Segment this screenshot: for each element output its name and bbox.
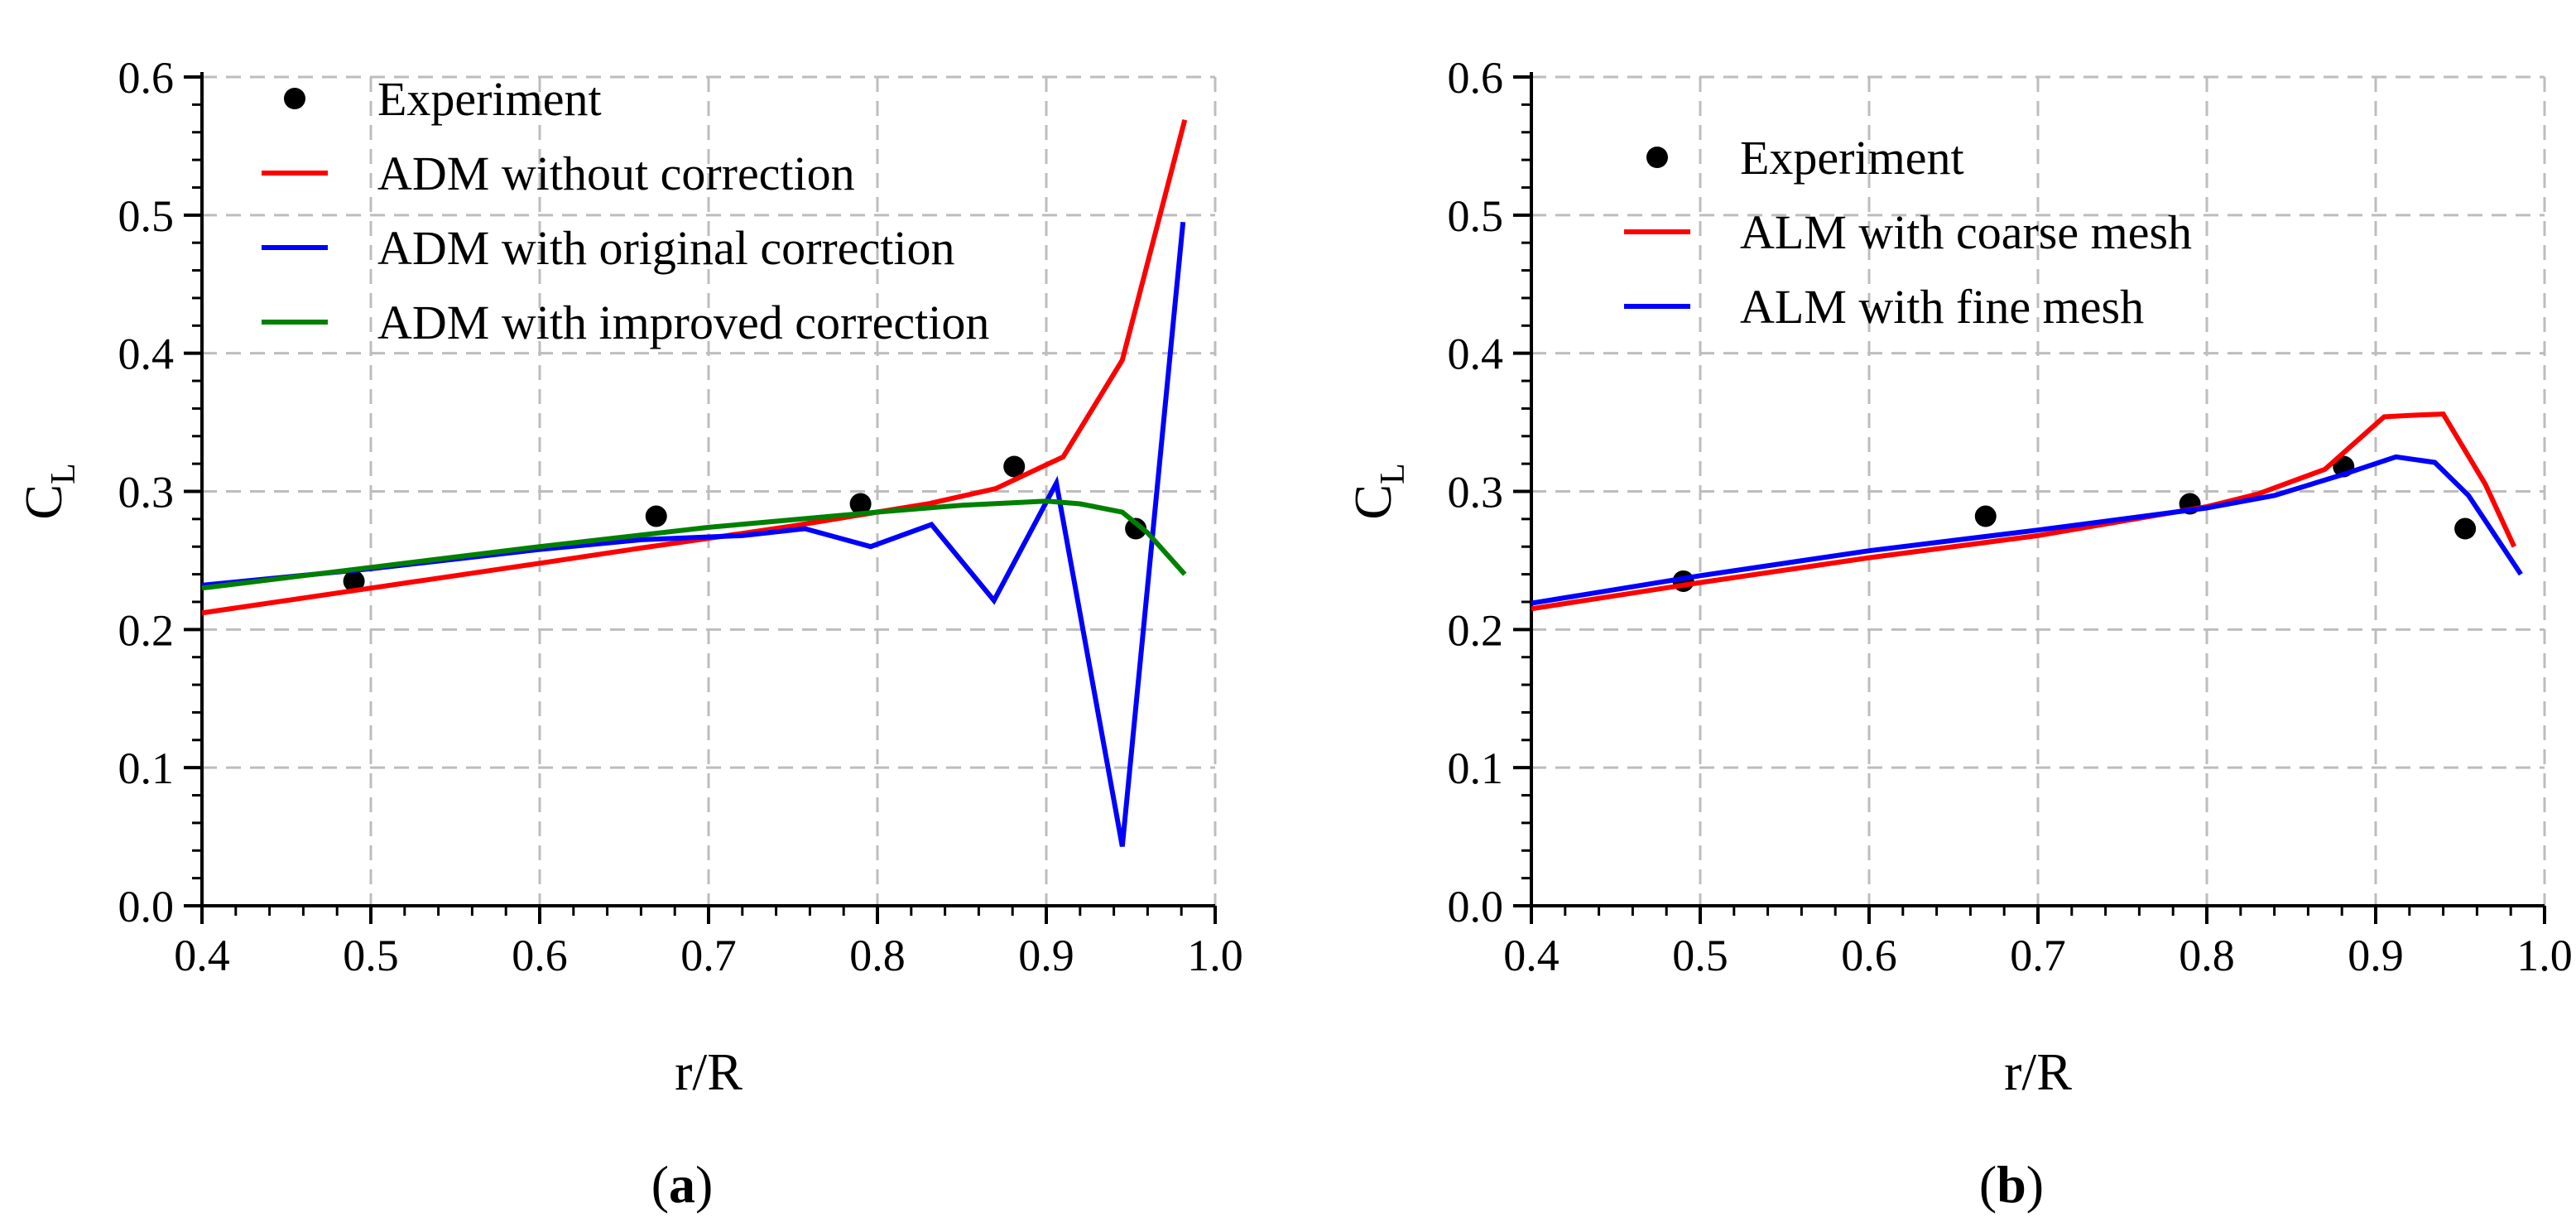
y-tick-label: 0.3	[1448, 468, 1504, 517]
y-tick-label: 0.2	[1448, 605, 1504, 655]
legend-marker-experiment	[1646, 147, 1668, 168]
x-tick-label: 1.0	[2516, 931, 2573, 980]
y-tick-label: 0.0	[118, 882, 175, 931]
y-axis-label: CL	[1343, 463, 1412, 519]
experiment-point	[849, 493, 872, 515]
y-tick-label: 0.6	[1448, 53, 1504, 103]
chart-panel-2: 0.4 0.5 0.6 0.7 0.8 0.9 1.0 0.0 0.1 0.2 0.3 0.4 0.5 0…	[1343, 53, 2573, 1214]
y-axis-label: CL	[14, 463, 83, 519]
panel-label-open: (	[651, 1155, 669, 1214]
legend-entry-label: ALM with fine mesh	[1740, 280, 2144, 334]
x-tick-label: 0.8	[849, 931, 906, 980]
y-tick-label: 0.5	[1448, 191, 1504, 241]
experiment-point	[1003, 455, 1026, 478]
panel-label-letter: b	[1997, 1155, 2026, 1214]
y-tick-label: 0.4	[1448, 330, 1504, 379]
experiment-point	[343, 570, 365, 592]
panel-label-letter: a	[669, 1155, 695, 1214]
legend-entry-label: ADM with improved correction	[377, 296, 989, 349]
x-tick-label: 0.9	[1018, 931, 1074, 980]
series-line-2	[201, 221, 1186, 847]
y-tick-label: 0.2	[118, 605, 175, 655]
series-line-1	[201, 118, 1188, 616]
y-tick-label: 0.5	[118, 191, 175, 241]
y-tick-label: 0.6	[118, 53, 175, 103]
y-axis-label-main: C	[14, 484, 73, 520]
x-tick-label: 0.8	[2179, 931, 2235, 980]
series-line-1	[1531, 411, 2517, 612]
legend-entry-label: ADM with original correction	[377, 221, 954, 275]
y-axis-label-main: C	[1343, 484, 1402, 520]
y-tick-label: 0.4	[118, 330, 175, 379]
experiment-point	[1125, 517, 1147, 540]
x-tick-label: 0.7	[2010, 931, 2066, 980]
x-tick-label: 1.0	[1187, 931, 1243, 980]
y-axis-label-subscript: L	[1374, 463, 1412, 484]
x-tick-label: 0.7	[680, 931, 737, 980]
y-tick-label: 0.1	[118, 744, 175, 793]
panel-label: (a)	[651, 1155, 714, 1214]
series-line-2	[1531, 454, 2523, 606]
experiment-point	[645, 505, 667, 527]
x-axis-label: r/R	[675, 1042, 743, 1101]
legend-marker-experiment	[284, 88, 305, 109]
chart-panel-1: 0.4 0.5 0.6 0.7 0.8 0.9 1.0 0.0 0.1 0.2 0.3 0.4 0.5 0…	[14, 53, 1243, 1214]
y-tick-label: 0.0	[1448, 882, 1504, 931]
y-axis-label-subscript: L	[45, 463, 83, 484]
x-tick-label: 0.9	[2348, 931, 2404, 980]
legend-entry-label: ADM without correction	[377, 147, 855, 200]
legend-entry-label: ALM with coarse mesh	[1740, 205, 2192, 259]
x-tick-label: 0.6	[1841, 931, 1897, 980]
legend-entry-label: Experiment	[377, 72, 602, 126]
panel-label-open: (	[1979, 1155, 1997, 1214]
y-tick-label: 0.1	[1448, 744, 1504, 793]
x-tick-label: 0.4	[174, 931, 230, 980]
x-tick-label: 0.5	[1672, 931, 1728, 980]
panel-label-close: )	[695, 1155, 713, 1214]
panel-label: (b)	[1979, 1155, 2044, 1214]
series-line-3	[201, 498, 1187, 591]
experiment-point	[1974, 505, 1997, 527]
x-tick-label: 0.4	[1503, 931, 1560, 980]
x-tick-label: 0.5	[343, 931, 399, 980]
panel-label-close: )	[2026, 1155, 2044, 1214]
y-tick-label: 0.3	[118, 468, 175, 517]
legend-entry-label: Experiment	[1740, 131, 1964, 185]
x-tick-label: 0.6	[512, 931, 568, 980]
experiment-point	[2454, 517, 2477, 540]
x-axis-label: r/R	[2004, 1042, 2072, 1101]
